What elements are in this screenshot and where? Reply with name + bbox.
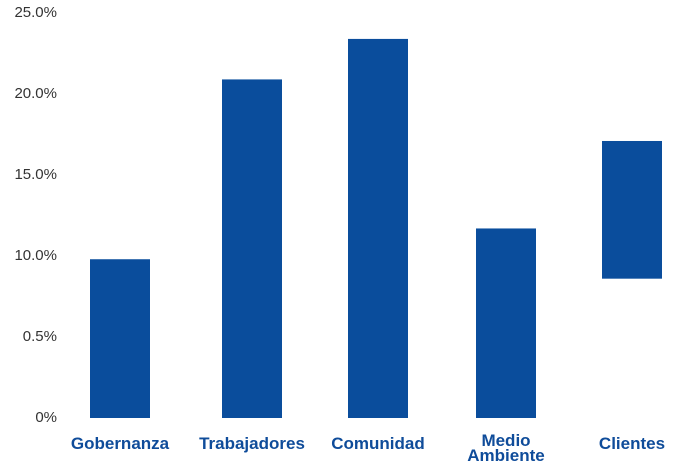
y-tick-label: 0% (35, 409, 57, 426)
x-category-label-line: Ambiente (467, 446, 544, 464)
y-tick-label: 10.0% (14, 247, 57, 264)
x-category-label-line: Medio (481, 431, 530, 450)
y-tick-label: 25.0% (14, 4, 57, 21)
x-category-label: Clientes (599, 434, 665, 453)
bar-comunidad (348, 38, 408, 419)
bar-trabajadores (222, 79, 282, 419)
bars (90, 38, 662, 419)
x-axis: Gobernanza Trabajadores Comunidad Medio Ambi… (71, 431, 665, 464)
x-category-label: Gobernanza (71, 434, 170, 453)
y-axis: 0% 0.5% 10.0% 15.0% 20.0% 25.0% (14, 4, 57, 426)
y-tick-label: 15.0% (14, 166, 57, 183)
bar-medio-ambiente (476, 228, 536, 418)
x-category-label: Trabajadores (199, 434, 305, 453)
y-tick-label: 0.5% (23, 328, 57, 345)
x-category-label: Medio Ambiente (467, 431, 544, 464)
bar-gobernanza (90, 259, 150, 418)
x-category-label: Comunidad (331, 434, 425, 453)
y-tick-label: 20.0% (14, 85, 57, 102)
bar-clientes (602, 140, 662, 279)
